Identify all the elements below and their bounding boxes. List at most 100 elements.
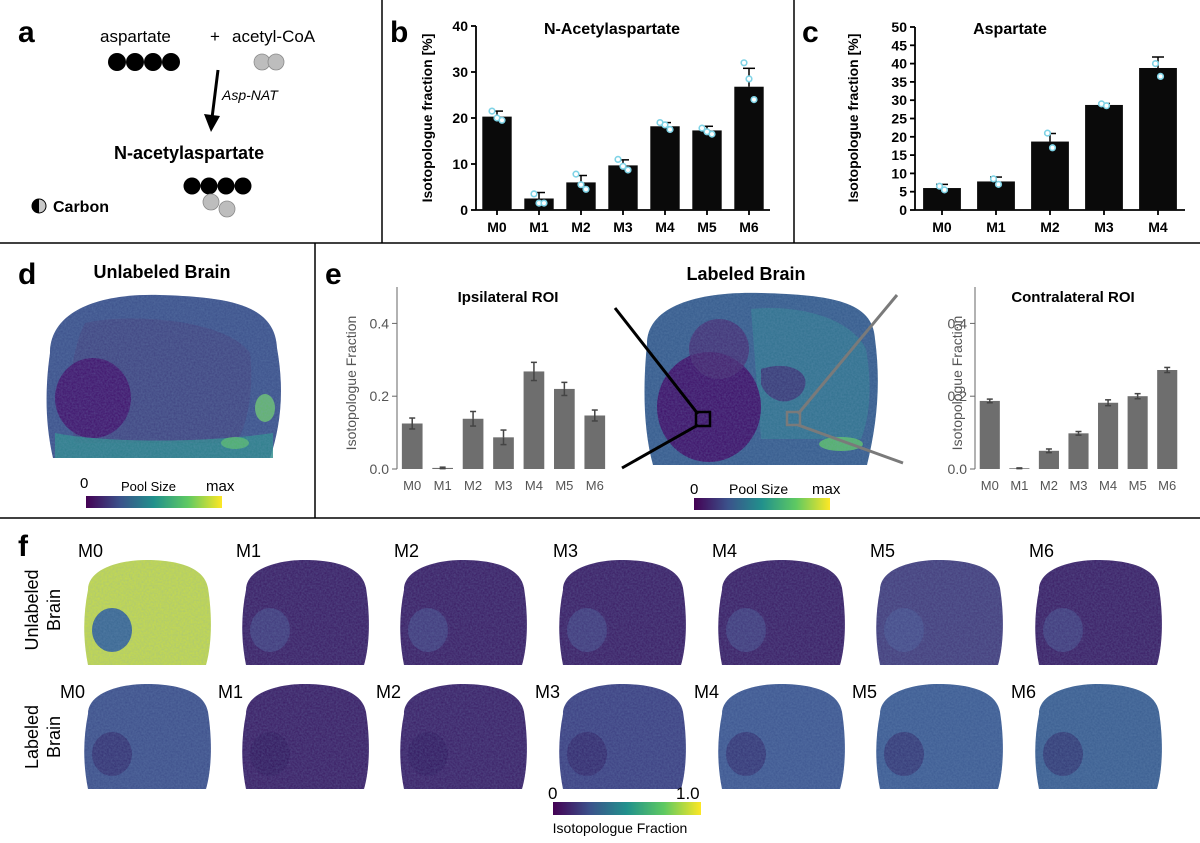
product-label: N-acetylaspartate xyxy=(114,143,264,163)
bar-M5 xyxy=(692,130,722,210)
panel-d-colorbar-label: Pool Size xyxy=(121,479,176,494)
panel-d-colorbar xyxy=(86,496,222,508)
data-point xyxy=(614,155,622,163)
y-tick-label: 0.2 xyxy=(370,388,390,404)
panel-c: c Aspartate Isotopologue fraction [%] 0 5… xyxy=(802,16,1185,235)
panel-letter-b: b xyxy=(390,16,408,49)
x-tick-label-M3: M3 xyxy=(613,219,633,235)
data-point xyxy=(577,181,585,189)
noise-overlay xyxy=(718,560,845,665)
labeled-brain-thumbnail-M5 xyxy=(876,684,1003,789)
roi-connector-lines xyxy=(613,294,904,470)
bar-M2 xyxy=(1038,450,1059,469)
y-tick-label: 30 xyxy=(891,92,907,108)
chart-b-ylabel: Isotopologue fraction [%] xyxy=(419,34,435,203)
y-tick-label: 35 xyxy=(891,74,907,90)
y-tick-label: 40 xyxy=(891,56,907,72)
panel-e-colorbar-max: max xyxy=(812,481,841,498)
product-carbons xyxy=(183,177,252,218)
unlabeled-brain-thumbnail-M3 xyxy=(559,560,686,665)
data-point xyxy=(661,121,669,129)
thumbnail-label-M5: M5 xyxy=(852,682,877,702)
x-tick-label-M0: M0 xyxy=(981,478,999,493)
chart-b: 0 10 20 30 40 M0 M1 M2 M3 M4 M5 M6 xyxy=(452,18,770,235)
y-tick-label: 0 xyxy=(460,202,468,218)
row-label-unlabeled: Unlabeled Brain xyxy=(22,569,64,650)
carbon-legend-label: Carbon xyxy=(53,199,109,216)
data-point xyxy=(935,182,944,190)
data-point xyxy=(582,185,590,193)
panel-b: b N-Acetylaspartate Isotopologue fractio… xyxy=(390,16,770,235)
panel-letter-e: e xyxy=(325,258,342,291)
data-point xyxy=(740,59,748,67)
data-point xyxy=(530,190,538,198)
thumbnail-label-M6: M6 xyxy=(1011,682,1036,702)
panel-e: e Labeled Brain Ipsilateral ROI Isotopol… xyxy=(325,258,1178,510)
row-label-labeled: Labeled Brain xyxy=(22,705,64,769)
panel-e-title: Labeled Brain xyxy=(686,264,805,284)
panel-d-colorbar-max: max xyxy=(206,478,235,495)
panel-letter-f: f xyxy=(18,530,29,563)
labeled-brain-thumbnail-M0 xyxy=(84,684,211,789)
bar-M2 xyxy=(1031,141,1069,210)
data-point xyxy=(1156,72,1165,81)
bar-M4 xyxy=(650,126,680,210)
thumbnail-label-M3: M3 xyxy=(535,682,560,702)
thumbnail-label-M4: M4 xyxy=(694,682,719,702)
thumbnail-label-M5: M5 xyxy=(870,541,895,561)
x-tick-label-M1: M1 xyxy=(529,219,549,235)
ipsilateral-roi-box xyxy=(694,410,712,428)
panel-d-title: Unlabeled Brain xyxy=(93,262,230,282)
x-tick-label-M5: M5 xyxy=(697,219,717,235)
data-point xyxy=(750,95,758,104)
y-tick-label: 0.0 xyxy=(948,461,968,477)
noise-overlay xyxy=(400,684,527,789)
bar-M3 xyxy=(1068,433,1089,469)
labeled-brain-thumbnail-M2 xyxy=(400,684,527,789)
bar-M3 xyxy=(493,437,514,469)
x-tick-label-M4: M4 xyxy=(655,219,675,235)
chart-e-ipsi-ylabel: Isotopologue Fraction xyxy=(343,316,359,451)
x-tick-label-M3: M3 xyxy=(1069,478,1087,493)
noise-overlay xyxy=(559,560,686,665)
x-tick-label-M2: M2 xyxy=(1040,219,1060,235)
data-point xyxy=(540,199,548,207)
y-tick-label: 0.4 xyxy=(948,315,968,331)
chart-e-ipsi: 0.0 0.2 0.4 M0 M1 M2 M3 M4 M5 M6 xyxy=(370,287,606,493)
bar-M6 xyxy=(734,86,764,210)
labeled-brain-thumbnail-M3 xyxy=(559,684,686,789)
labeled-brain-image xyxy=(644,292,878,465)
panel-borders xyxy=(0,0,1200,519)
x-tick-label-M4: M4 xyxy=(1099,478,1117,493)
data-point xyxy=(572,170,580,178)
data-point xyxy=(745,75,753,83)
reaction-arrow xyxy=(204,69,220,132)
panel-letter-c: c xyxy=(802,16,819,49)
bar-M6 xyxy=(1157,369,1178,469)
noise-overlay xyxy=(84,560,211,665)
x-tick-label-M0: M0 xyxy=(932,219,952,235)
bar-M3 xyxy=(608,165,638,210)
panel-e-colorbar-label: Pool Size xyxy=(729,481,788,497)
bar-M4 xyxy=(1098,402,1119,469)
data-point xyxy=(624,166,632,174)
data-point xyxy=(1151,59,1160,68)
bar-M4 xyxy=(523,371,545,469)
x-tick-label-M6: M6 xyxy=(1158,478,1176,493)
thumbnail-label-M1: M1 xyxy=(218,682,243,702)
bar-M0 xyxy=(482,116,512,210)
panel-e-colorbar-min: 0 xyxy=(690,481,698,498)
x-tick-label-M0: M0 xyxy=(403,478,421,493)
chart-e-ipsi-title: Ipsilateral ROI xyxy=(458,289,559,306)
thumbnail-label-M1: M1 xyxy=(236,541,261,561)
unlabeled-brain-thumbnail-M1 xyxy=(242,560,369,665)
noise-overlay xyxy=(1035,560,1162,665)
labeled-brain-thumbnail-M4 xyxy=(718,684,845,789)
x-tick-label-M5: M5 xyxy=(1129,478,1147,493)
contralateral-roi-box xyxy=(785,410,802,427)
panel-e-colorbar xyxy=(694,498,830,510)
y-tick-label: 45 xyxy=(891,37,907,53)
thumbnail-label-M0: M0 xyxy=(78,541,103,561)
noise-overlay xyxy=(242,560,369,665)
x-tick-label-M6: M6 xyxy=(739,219,759,235)
